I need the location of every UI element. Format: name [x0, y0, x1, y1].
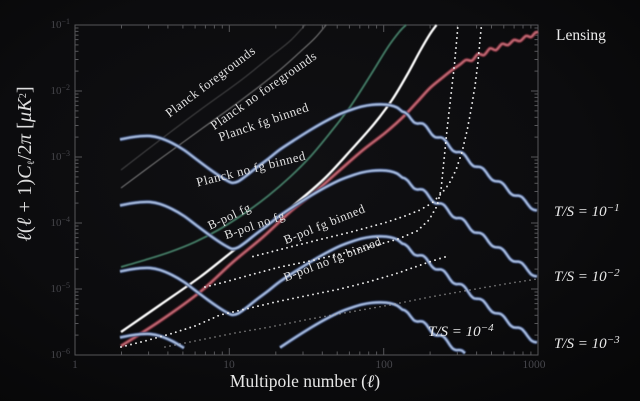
svg-text:ℓ(ℓ + 1)Cℓ/2π [μK2]: ℓ(ℓ + 1)Cℓ/2π [μK2] [14, 86, 37, 241]
svg-text:Lensing: Lensing [556, 27, 606, 44]
svg-text:100: 100 [375, 359, 393, 371]
svg-text:10: 10 [223, 359, 235, 371]
svg-text:1: 1 [72, 359, 78, 371]
svg-text:T/S = 10−2: T/S = 10−2 [554, 267, 620, 285]
svg-text:T/S = 10−4: T/S = 10−4 [428, 322, 494, 340]
svg-text:T/S = 10−1: T/S = 10−1 [554, 202, 620, 220]
svg-text:T/S = 10−3: T/S = 10−3 [554, 334, 620, 352]
svg-text:Multipole number (ℓ): Multipole number (ℓ) [230, 371, 380, 391]
svg-text:1000: 1000 [523, 359, 546, 371]
